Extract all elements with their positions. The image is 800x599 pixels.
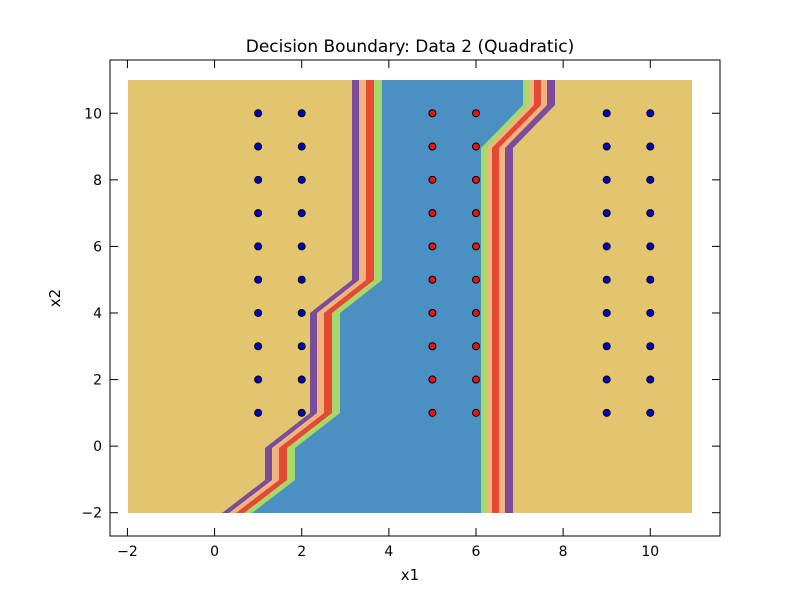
point <box>646 242 655 251</box>
point <box>602 308 611 317</box>
point <box>602 175 611 184</box>
point <box>254 408 263 417</box>
point <box>602 275 611 284</box>
y-tick-label: −2 <box>81 506 102 522</box>
y-axis-label: x2 <box>46 289 64 307</box>
point <box>472 175 480 184</box>
point <box>428 275 437 284</box>
point <box>297 109 306 118</box>
x-tick-label: 2 <box>297 544 306 560</box>
point <box>428 109 437 118</box>
point <box>254 109 263 118</box>
point <box>646 375 655 384</box>
x-tick-label: −2 <box>117 544 138 560</box>
point <box>646 209 655 218</box>
point <box>602 242 611 251</box>
point <box>646 175 655 184</box>
x-tick-label: 4 <box>384 544 393 560</box>
point <box>297 375 306 384</box>
y-tick-label: 4 <box>93 306 102 322</box>
point <box>428 342 437 351</box>
point <box>472 375 480 384</box>
point <box>254 175 263 184</box>
point <box>428 175 437 184</box>
point <box>297 408 306 417</box>
point <box>472 308 480 317</box>
point <box>602 142 611 151</box>
y-tick-label: 0 <box>93 439 102 455</box>
point <box>472 209 480 218</box>
y-tick-label: 6 <box>93 239 102 255</box>
x-tick-label: 8 <box>559 544 568 560</box>
point <box>602 209 611 218</box>
decision-regions <box>128 80 692 513</box>
x-tick-label: 6 <box>472 544 481 560</box>
point <box>472 142 480 151</box>
band <box>513 80 692 513</box>
point <box>472 275 480 284</box>
point <box>428 209 437 218</box>
point <box>254 142 263 151</box>
x-tick-label: 10 <box>641 544 659 560</box>
point <box>646 342 655 351</box>
right-boundary <box>481 80 692 513</box>
point <box>428 308 437 317</box>
point <box>428 408 437 417</box>
point <box>297 142 306 151</box>
point <box>254 342 263 351</box>
y-tick-label: 8 <box>93 173 102 189</box>
y-tick-label: 10 <box>84 106 102 122</box>
point <box>254 242 263 251</box>
point <box>646 109 655 118</box>
point <box>472 408 480 417</box>
point <box>646 408 655 417</box>
point <box>254 209 263 218</box>
point <box>428 242 437 251</box>
point <box>428 375 437 384</box>
chart-title: Decision Boundary: Data 2 (Quadratic) <box>246 37 575 57</box>
point <box>297 342 306 351</box>
point <box>602 375 611 384</box>
point <box>297 175 306 184</box>
point <box>472 242 480 251</box>
axes-frame <box>109 59 721 537</box>
point <box>297 308 306 317</box>
point <box>602 342 611 351</box>
point <box>254 275 263 284</box>
point <box>254 375 263 384</box>
point <box>297 209 306 218</box>
point <box>646 308 655 317</box>
point <box>472 342 480 351</box>
point <box>602 408 611 417</box>
point <box>602 109 611 118</box>
point <box>254 308 263 317</box>
point <box>297 275 306 284</box>
x-tick-label: 0 <box>210 544 219 560</box>
point <box>297 242 306 251</box>
x-axis-label: x1 <box>401 566 419 584</box>
point <box>428 142 437 151</box>
point <box>472 109 480 118</box>
y-tick-label: 2 <box>93 373 102 389</box>
point <box>646 275 655 284</box>
point <box>646 142 655 151</box>
